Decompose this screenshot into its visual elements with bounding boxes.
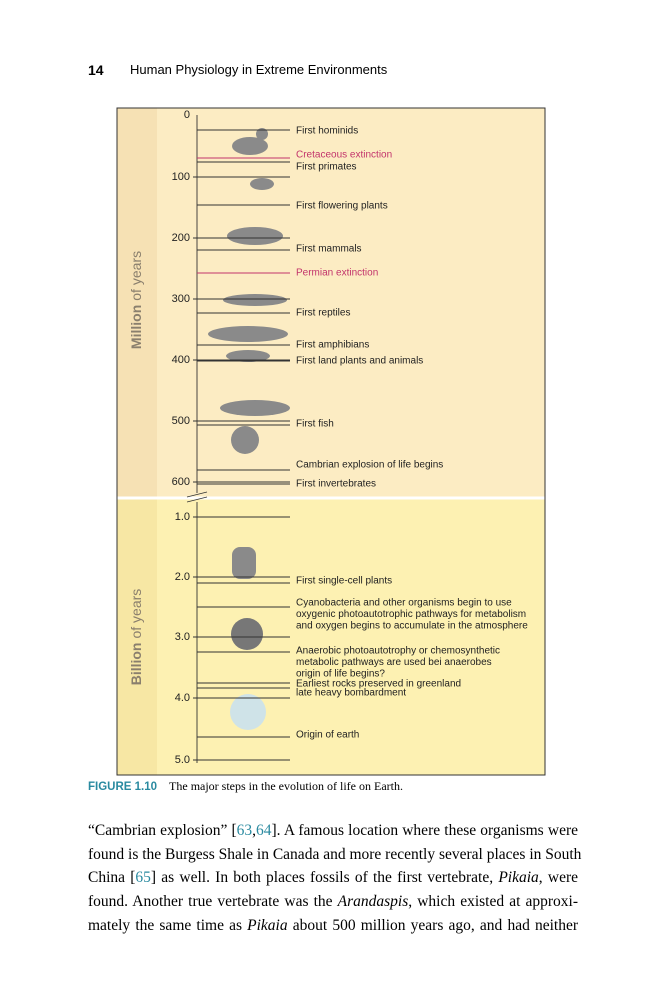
text-run: , xyxy=(252,822,257,839)
axis-title-bold: Million xyxy=(128,305,144,349)
event-label: Cyanobacteria and other organisms begin … xyxy=(296,598,512,609)
event-label: First mammals xyxy=(296,244,362,255)
event-label: First hominids xyxy=(296,126,358,137)
text-run: mately the same time as xyxy=(88,916,248,934)
caption-label: FIGURE 1.10 xyxy=(88,781,158,793)
event-label: and oxygen begins to accumulate in the a… xyxy=(296,621,528,632)
event-label: Origin of earth xyxy=(296,730,359,741)
text-line: “Cambrian explosion” [63,64]. A famous l… xyxy=(88,822,578,840)
tick-label: 100 xyxy=(172,171,190,183)
event-label: First invertebrates xyxy=(296,479,376,490)
caption-text: The major steps in the evolution of life… xyxy=(169,779,403,793)
text-line: mately the same time as Pikaia about 500… xyxy=(88,917,578,935)
tick-label: 4.0 xyxy=(175,692,190,704)
axis-title-rest: of years xyxy=(128,251,144,301)
citation-link[interactable]: 64 xyxy=(256,822,272,839)
text-line: found. Another true vertebrate was the A… xyxy=(88,893,578,911)
axis-title: Million of years xyxy=(128,251,144,349)
illustrations xyxy=(208,128,290,730)
tick-label: 0 xyxy=(184,109,190,121)
event-label: oxygenic photoautotrophic pathways for m… xyxy=(296,609,526,620)
text-run: found is the Burgess Shale in Canada and… xyxy=(88,845,582,863)
event-label: Earliest rocks preserved in greenland xyxy=(296,679,461,690)
panel-bg xyxy=(157,498,545,775)
event-label: First primates xyxy=(296,162,357,173)
tick-label: 2.0 xyxy=(175,571,190,583)
text-run: “Cambrian explosion” [ xyxy=(88,822,237,839)
event-label: First flowering plants xyxy=(296,201,388,212)
text-run: found. Another true vertebrate was the xyxy=(88,893,338,911)
page-number: 14 xyxy=(88,62,104,78)
event-label: origin of life begins? xyxy=(296,669,385,680)
tick-label: 3.0 xyxy=(175,631,190,643)
tick-label: 5.0 xyxy=(175,754,190,766)
running-title: Human Physiology in Extreme Environments xyxy=(130,62,388,77)
tick-label: 300 xyxy=(172,293,190,305)
break xyxy=(186,491,208,498)
event-label: Permian extinction xyxy=(296,268,378,279)
event-label: First amphibians xyxy=(296,340,369,351)
text-run: Pikaia xyxy=(247,916,288,934)
tick-label: 500 xyxy=(172,415,190,427)
event-label: First fish xyxy=(296,419,334,430)
axis-title-rest: of years xyxy=(128,589,144,639)
tick-label: 400 xyxy=(172,354,190,366)
tick-label: 1.0 xyxy=(175,511,190,523)
caption: FIGURE 1.10 The major steps in the evolut… xyxy=(88,779,403,794)
axis-title-bold: Billion xyxy=(128,643,144,686)
citation-link[interactable]: 63 xyxy=(236,822,253,839)
text-run: ]. A famous location where these organis… xyxy=(271,822,578,839)
panel-bg xyxy=(157,108,545,498)
event-label: late heavy bombardment xyxy=(296,688,406,699)
citation-link[interactable]: 65 xyxy=(135,869,151,887)
text-run: Pikaia xyxy=(498,869,539,887)
tick-label: 200 xyxy=(172,232,190,244)
event-label: First land plants and animals xyxy=(296,356,423,367)
text-run: , which existed at approxi- xyxy=(408,893,578,911)
text-run: Arandaspis xyxy=(337,893,409,911)
text-run: China [ xyxy=(88,869,136,887)
event-label: Cambrian explosion of life begins xyxy=(296,460,443,471)
tick-label: 600 xyxy=(172,476,190,488)
event-label: Anaerobic photoautotrophy or chemosynthe… xyxy=(296,646,500,657)
event-label: Cretaceous extinction xyxy=(296,150,392,161)
text-run: about 500 million years ago, and had nei… xyxy=(287,916,578,934)
text-line: found is the Burgess Shale in Canada and… xyxy=(88,845,582,864)
break xyxy=(186,496,208,503)
event-label: First reptiles xyxy=(296,308,350,319)
text-run: ] as well. In both places fossils of the… xyxy=(150,869,499,887)
event-label: metabolic pathways are used bei anaerobe… xyxy=(296,657,492,668)
event-label: First single-cell plants xyxy=(296,576,392,587)
text-run: , were xyxy=(538,869,578,887)
text-line: China [65] as well. In both places fossi… xyxy=(88,869,578,887)
frame xyxy=(116,107,546,776)
axis-title: Billion of years xyxy=(128,589,144,686)
